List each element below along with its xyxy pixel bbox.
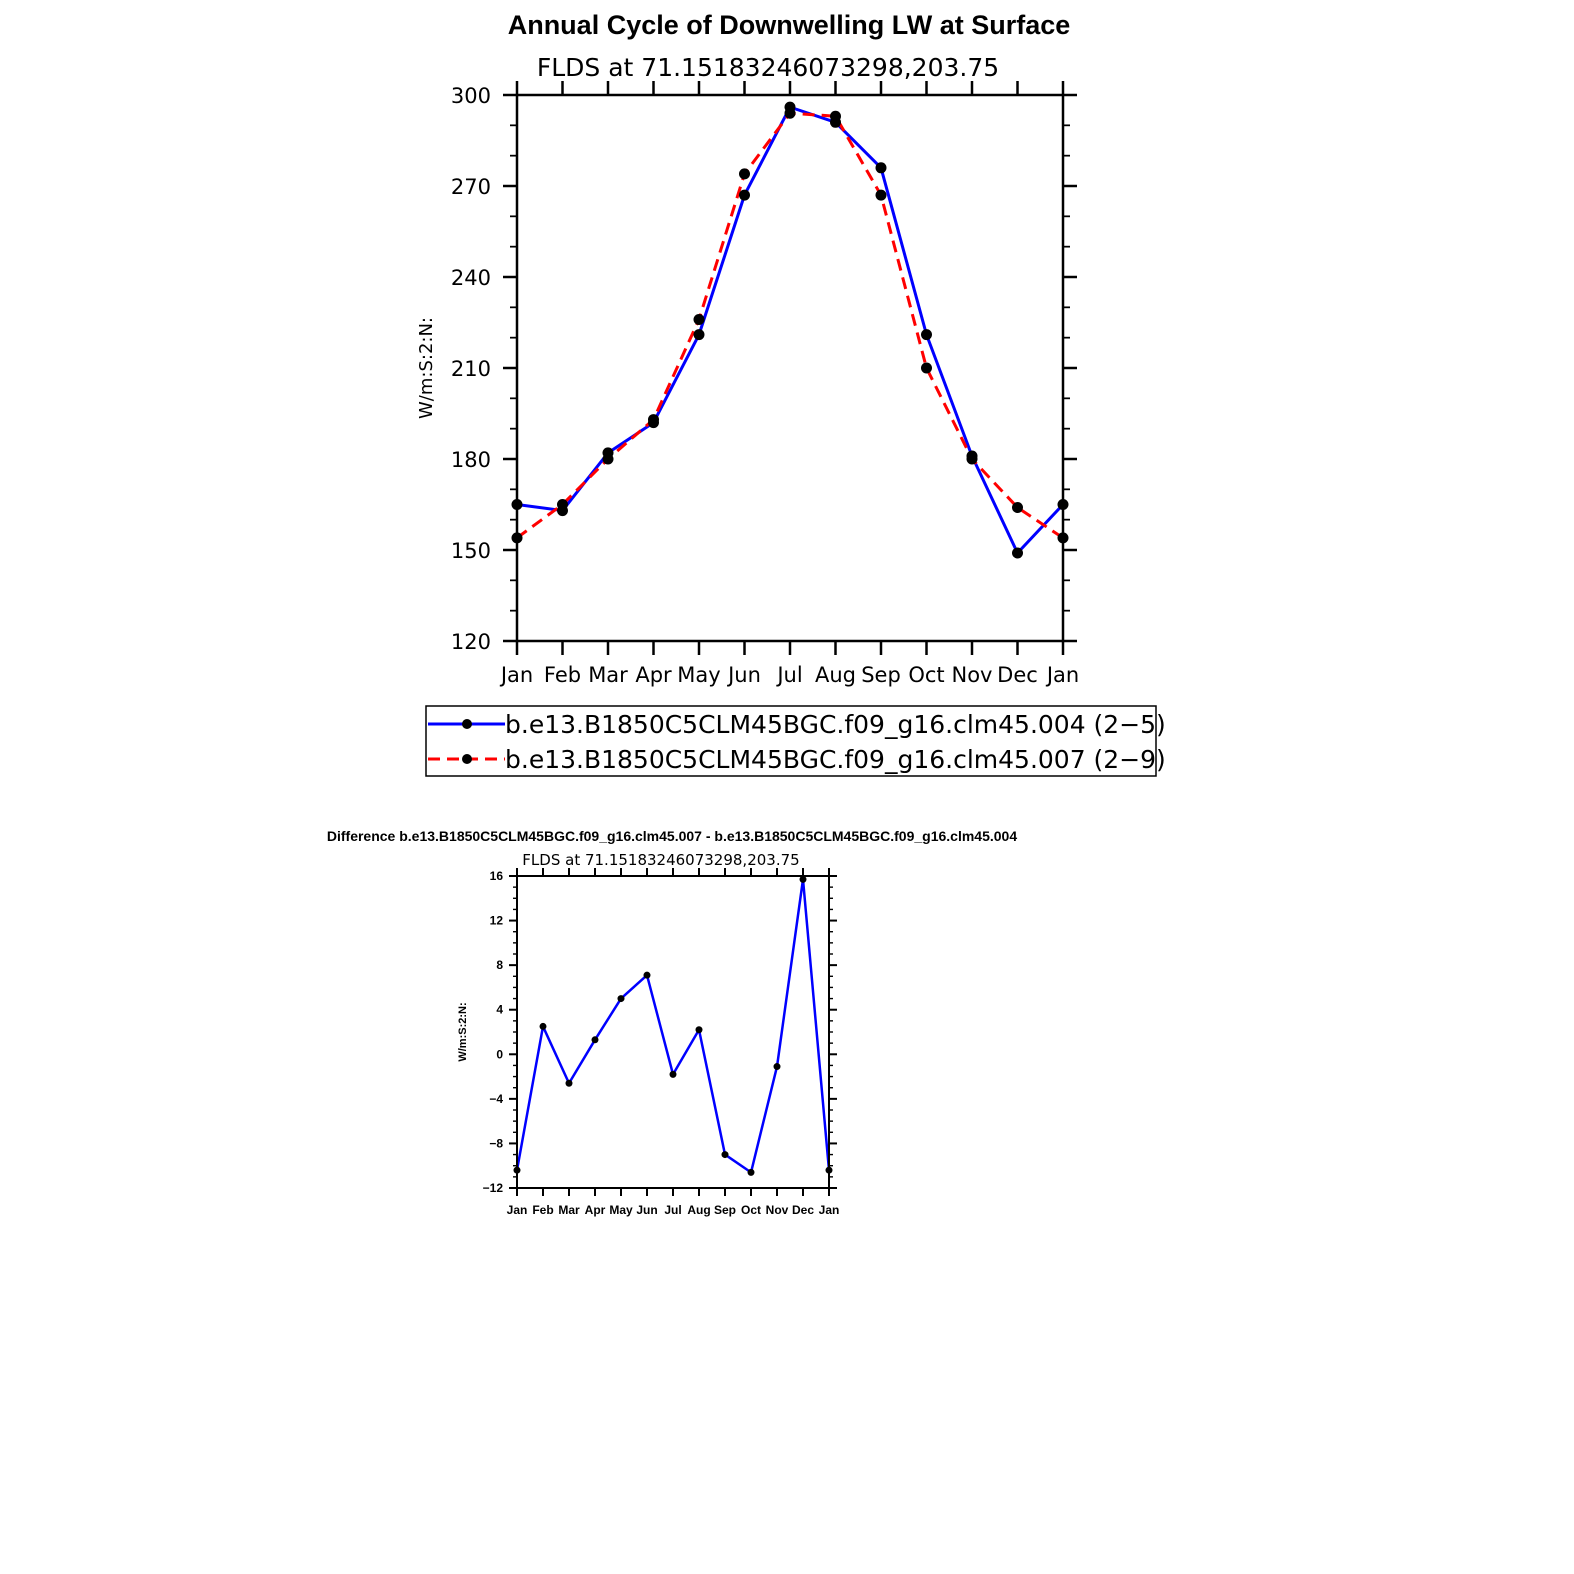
x-tick-label: Jan (499, 663, 533, 687)
y-tick-label: −8 (489, 1136, 503, 1150)
data-point (875, 162, 887, 174)
x-tick-labels: Jan Feb Mar Apr May Jun Jul Aug Sep Oct Nov Dec Jan (499, 663, 1079, 687)
y-tick-label: 4 (496, 1003, 503, 1017)
x-tick-label: Oct (741, 1203, 761, 1217)
y-tick-labels: 120 150 180 210 240 270 300 (451, 84, 491, 654)
legend-marker-004 (462, 719, 472, 729)
y-tick-label: −12 (483, 1181, 504, 1195)
difference-y-tick-labels: −12 −8 −4 0 4 8 12 16 (483, 869, 504, 1195)
chart-title: Annual Cycle of Downwelling LW at Surfac… (508, 10, 1071, 40)
legend-box (425, 705, 1157, 777)
x-tick-label: Sep (714, 1203, 736, 1217)
data-point (773, 1063, 781, 1071)
data-point (875, 189, 887, 201)
data-point (602, 453, 614, 465)
difference-plot-frame (516, 875, 830, 1189)
y-tick-label: 180 (451, 448, 491, 472)
x-tick-label: Jul (664, 1203, 681, 1217)
plot-frame (515, 93, 1065, 643)
difference-tick-marks (509, 868, 837, 1196)
x-tick-label: Sep (861, 663, 901, 687)
x-tick-label: Jun (726, 663, 761, 687)
legend-label-004: b.e13.B1850C5CLM45BGC.f09_g16.clm45.004 … (505, 710, 1166, 739)
data-point (830, 110, 841, 122)
data-point (643, 971, 651, 979)
y-axis-label: W/m:S:2:N: (416, 317, 437, 419)
y-tick-label: 270 (451, 175, 491, 199)
x-tick-label: Nov (766, 1203, 789, 1217)
data-point (1012, 502, 1023, 514)
difference-subtitle: FLDS at 71.15183246073298,203.75 (522, 851, 799, 869)
y-tick-label: 210 (451, 357, 491, 381)
series-line-0 (515, 878, 831, 1174)
data-point (747, 1168, 755, 1176)
y-tick-label: 150 (451, 539, 491, 563)
y-tick-label: −4 (489, 1092, 503, 1106)
annual-cycle-chart: Annual Cycle of Downwelling LW at Surfac… (416, 10, 1166, 777)
x-tick-label: Apr (585, 1203, 606, 1217)
series-line-0 (516, 105, 1065, 555)
legend: b.e13.B1850C5CLM45BGC.f09_g16.clm45.004 … (425, 705, 1166, 777)
data-point (784, 107, 796, 119)
data-point (591, 1036, 599, 1044)
x-tick-label: Jul (775, 663, 802, 687)
data-point (695, 1026, 703, 1034)
data-point (921, 362, 932, 374)
data-point (557, 499, 568, 510)
difference-title: Difference b.e13.B1850C5CLM45BGC.f09_g16… (327, 828, 1017, 844)
x-tick-label: Jan (819, 1203, 840, 1217)
x-tick-label: Dec (792, 1203, 814, 1217)
data-point (966, 453, 978, 465)
x-tick-label: May (609, 1203, 633, 1217)
y-tick-label: 300 (451, 84, 491, 108)
data-point (693, 329, 705, 341)
data-point (721, 1151, 729, 1159)
difference-series-group (513, 875, 833, 1176)
x-tick-label: Oct (908, 663, 944, 687)
data-point (648, 414, 659, 426)
x-tick-label: Nov (952, 663, 993, 687)
data-point (921, 329, 932, 341)
difference-chart: Difference b.e13.B1850C5CLM45BGC.f09_g16… (327, 828, 1017, 1217)
difference-x-tick-labels: Jan Feb Mar Apr May Jun Jul Aug Sep Oct Nov Dec Jan (507, 1203, 840, 1217)
data-point (617, 995, 625, 1003)
difference-y-axis-label: W/m:S:2:N: (457, 1002, 469, 1061)
legend-label-007: b.e13.B1850C5CLM45BGC.f09_g16.clm45.007 … (505, 745, 1166, 774)
legend-marker-007 (462, 754, 472, 764)
x-tick-label: Aug (815, 663, 856, 687)
x-tick-label: Apr (635, 663, 672, 687)
data-point (693, 313, 705, 325)
data-point (799, 875, 807, 883)
data-point (739, 189, 750, 201)
x-tick-label: May (677, 663, 720, 687)
data-point (539, 1022, 547, 1030)
y-tick-label: 120 (451, 630, 491, 654)
x-tick-label: Feb (532, 1203, 553, 1217)
x-tick-label: Dec (997, 663, 1038, 687)
x-tick-label: Jan (507, 1203, 528, 1217)
x-tick-label: Mar (558, 1203, 580, 1217)
series-group (511, 101, 1069, 559)
tick-marks (503, 81, 1077, 655)
x-tick-label: Jun (636, 1203, 657, 1217)
x-tick-label: Feb (544, 663, 581, 687)
chart-subtitle: FLDS at 71.15183246073298,203.75 (537, 53, 999, 82)
y-tick-label: 12 (490, 914, 504, 928)
x-tick-label: Aug (687, 1203, 710, 1217)
x-tick-label: Mar (588, 663, 628, 687)
y-tick-label: 16 (490, 869, 504, 883)
data-point (739, 168, 750, 180)
y-tick-label: 8 (496, 958, 503, 972)
data-point (669, 1070, 677, 1078)
data-point (1012, 547, 1023, 559)
data-point (565, 1079, 573, 1087)
y-tick-label: 0 (496, 1047, 503, 1061)
y-tick-label: 240 (451, 266, 491, 290)
x-tick-label: Jan (1045, 663, 1079, 687)
